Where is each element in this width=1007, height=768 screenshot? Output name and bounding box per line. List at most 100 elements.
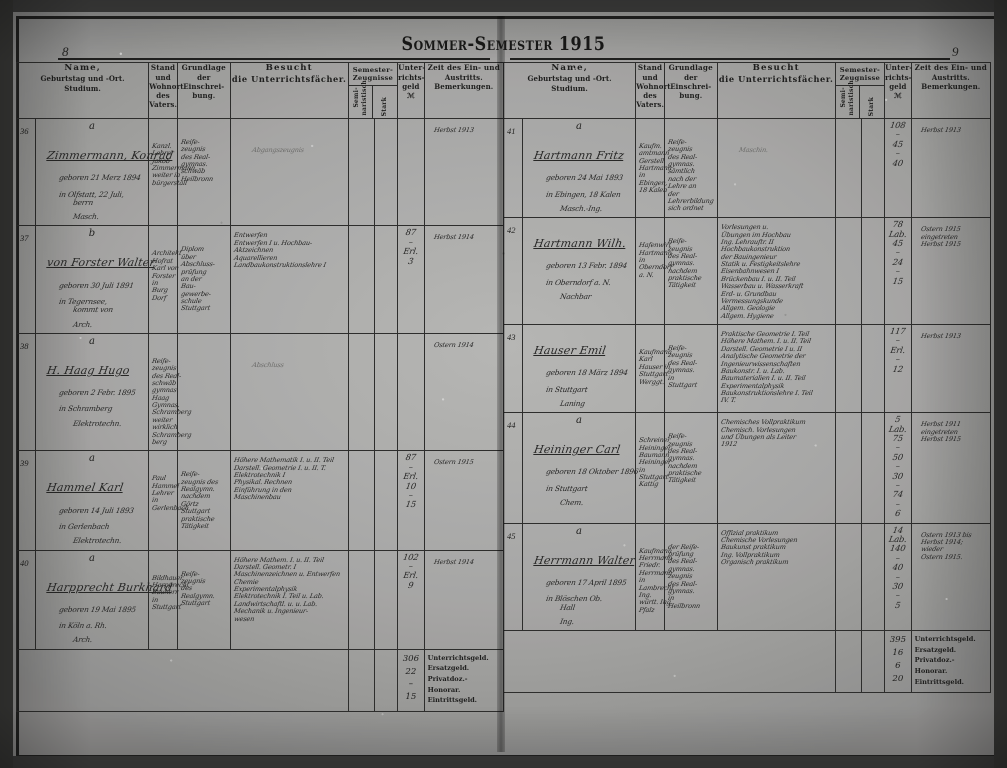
remark-line: Herbst 1914 [433,557,475,566]
student-name-cell[interactable]: a Hartmann Fritz geboren 24 Mai 1893 in … [521,117,637,219]
student-name-cell[interactable]: a H. Haag Hugo geboren 2 Febr. 1895 in S… [34,332,150,452]
row-number: 37 [20,233,29,244]
total-value: – [408,679,414,690]
register-page-right: Name, Geburtstag und -Ort. Studium. Stan… [502,16,992,752]
col-header-remarks: Zeit des Ein- und Austritts. Bemerkungen… [423,62,505,119]
text-line: Werggt. [638,377,666,386]
certificate-cell-2 [861,117,886,219]
remark-line: Herbst 1915 [920,239,962,248]
col-header-cert-sub2: Stark [372,85,397,118]
student-name-cell[interactable]: Hauser Emil geboren 18 März 1894 in Stut… [521,323,637,414]
tuition-fee-cell: 117– Erl. –12 [884,323,912,414]
table-row[interactable]: 37 b von Forster Walter geboren 30 Juli … [16,225,505,334]
student-name-cell[interactable]: a Heininger Carl geboren 18 Oktober 1896… [521,412,639,524]
col-header-father-l5: Vaters. [149,100,177,110]
running-title-text: Sommer-Semester 1915 [401,32,606,55]
col-header-name-r: Name, Geburtstag und -Ort. Studium. [502,62,637,119]
text-line: Heilbronn [180,174,214,183]
total-label: Eintrittsgeld. [427,696,477,705]
student-birthplace: in Oberndorf a. N. [545,277,612,287]
student-name: Harpprecht Burkhard [45,580,174,594]
student-birth: geboren 17 April 1895 [545,577,627,587]
student-name: Hammel Karl [45,481,125,495]
certificate-cell-2 [374,225,399,334]
photo-frame-left [0,0,13,768]
totals-labels-cell: Unterrichtsgeld. Ersatzgeld. Privatdoz.-Ho… [423,648,505,713]
table-row[interactable]: 45 a Herrmann Walter geboren 17 April 18… [503,522,992,632]
remarks-cell: Herbst 1914 [423,549,505,650]
student-birthplace: in Schramberg [58,404,113,414]
student-birthplace: in Stuttgart [545,384,588,394]
remarks-cell: Herbst 1913 [910,117,992,219]
remark-line: Ostern 1915. [920,552,963,561]
col-header-basis-l3: Einschrei- [183,81,225,91]
total-value: 20 [892,673,904,684]
text-line: Stuttgart [180,304,211,313]
col-header-fee-l1: Unter- [398,63,426,72]
student-birthplace-cont: Hall [559,602,576,612]
row-mark: a [575,415,582,427]
student-birth: geboren 13 Febr. 1894 [545,261,628,271]
totals-cert-2 [861,630,886,694]
row-number-cell: 42 [503,217,523,325]
father-cell: Reife-zeugnis des Real-schwäb gymnas. Haag G… [148,332,192,452]
certificate-cell-2 [374,332,399,452]
student-name-cell[interactable]: b von Forster Walter geboren 30 Juli 189… [34,225,156,334]
text-line: Landbaukonstruktionslehre I [233,260,327,269]
col-header-father-l2: und [155,72,171,82]
subject-annotation: Abschluss [251,360,285,369]
tuition-fee-cell: 87– Erl. 10–15 [397,450,425,551]
remark-line: Herbst 1913 [920,125,962,134]
subjects-cell: Praktische Geometrie I. Teil Höhere Mathe… [716,323,836,414]
totals-values-cell: 395 16 6 20 [884,630,912,694]
row-number-cell: 44 [503,412,523,524]
text-line: Maschinenbau [233,493,281,502]
fee-value: 6 [894,508,902,519]
student-birthplace: in Blöschen Ob. [545,594,603,604]
table-row[interactable]: 36 a Zimmermann, Konrad geboren 21 Merz … [16,117,505,227]
text-line: 18 Kalen [638,186,668,195]
row-number-cell: 36 [16,117,36,227]
table-row[interactable]: 42 Hartmann Wilh. geboren 13 Febr. 1894 … [503,217,992,325]
table-row[interactable]: 44 a Heininger Carl geboren 18 Oktober 1… [503,412,992,524]
student-birth: geboren 14 Juli 1893 [58,505,135,515]
row-number-cell: 39 [16,450,36,551]
totals-cert-1 [347,648,376,713]
col-header-fee-r: Unter- richts- geld ℳ [884,62,912,119]
register-page-left: Name, Geburtstag und -Ort. Studium. Stan… [15,16,505,752]
text-line: Gerlenbach [151,503,190,512]
father-cell: Kaufmann Karl Hauser in Stuttgart Werggt. [635,323,673,414]
text-line: wesen [233,614,255,623]
total-label: Ersatzgeld. [914,645,957,654]
certificate-cell-1 [834,217,863,325]
text-line: berg [151,437,168,446]
col-header-basis: Grundlage der Einschrei- bung. [176,62,231,119]
student-name: Hartmann Fritz [532,148,625,162]
col-header-fee-l4: ℳ [407,90,415,100]
student-name-cell[interactable]: a Hammel Karl geboren 14 Juli 1893 in Ge… [34,450,150,551]
total-label: Unterrichtsgeld. [427,653,489,662]
table-row[interactable]: 40 a Harpprecht Burkhard geboren 19 Mai … [16,549,505,650]
student-birthplace: in Gerlenbach [58,521,110,531]
student-name: Zimmermann, Konrad [45,148,174,162]
student-study: Arch. [72,635,93,645]
table-row[interactable]: 43 Hauser Emil geboren 18 März 1894 in S… [503,323,992,414]
table-row[interactable]: 38 a H. Haag Hugo geboren 2 Febr. 1895 i… [16,332,505,452]
father-cell: Kaufm. amtmann Gerstell Hartmann in Ebingen, 1… [635,117,673,219]
student-name-cell[interactable]: a Harpprecht Burkhard geboren 19 Mai 189… [34,549,174,650]
col-header-cert-sub2-r: Stark [859,85,884,118]
col-header-basis-l4: bung. [192,90,216,100]
total-value: 16 [892,647,904,658]
totals-row: 306 22 – 15 Unterrichtsgeld. Ersatzgeld. Priv… [16,648,505,713]
student-name-cell[interactable]: a Herrmann Walter geboren 17 April 1895 … [521,522,637,632]
remark-line: Herbst 1913 [433,125,475,134]
total-label: Privatdoz.-Honorar. [914,656,955,676]
table-row[interactable]: 39 a Hammel Karl geboren 14 Juli 1893 in… [16,450,505,551]
table-row[interactable]: 41 a Hartmann Fritz geboren 24 Mai 1893 … [503,117,992,219]
col-header-remarks-l3: Bemerkungen. [434,81,494,91]
certificate-cell-2 [861,522,886,632]
student-name-cell[interactable]: a Zimmermann, Konrad geboren 21 Merz 189… [34,117,174,227]
row-number: 40 [20,557,29,568]
student-name-cell[interactable]: Hartmann Wilh. geboren 13 Febr. 1894 in … [521,217,637,325]
enrolment-basis-cell: Reife-zeugnis des Real-gymnas. nachdem prak… [663,217,718,325]
